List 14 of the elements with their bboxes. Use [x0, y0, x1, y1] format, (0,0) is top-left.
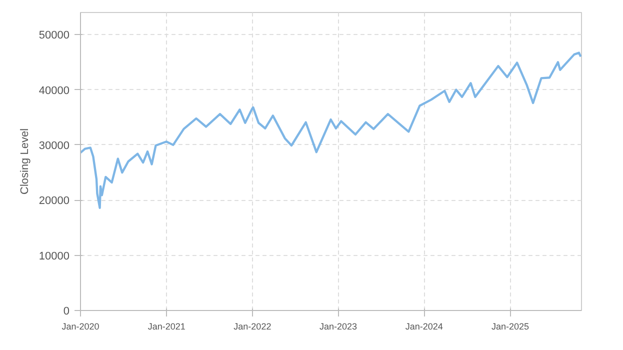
y-tick-label: 20000	[38, 195, 70, 208]
x-tick-label: Jan-2024	[405, 322, 443, 332]
line-series	[80, 52, 582, 209]
x-tick-label: Jan-2021	[148, 322, 186, 332]
y-axis-title: Closing Level	[18, 128, 31, 195]
x-tick-label: Jan-2025	[491, 322, 529, 332]
y-tick-label: 10000	[38, 250, 70, 262]
y-tick-label: 40000	[38, 84, 70, 97]
x-tick-label: Jan-2020	[62, 322, 100, 332]
y-tick-label: 50000	[38, 30, 70, 42]
y-tick-label: 0	[63, 306, 70, 318]
x-tick-label: Jan-2022	[234, 322, 272, 332]
x-tick-label: Jan-2023	[320, 322, 358, 332]
y-tick-label: 30000	[38, 140, 70, 152]
